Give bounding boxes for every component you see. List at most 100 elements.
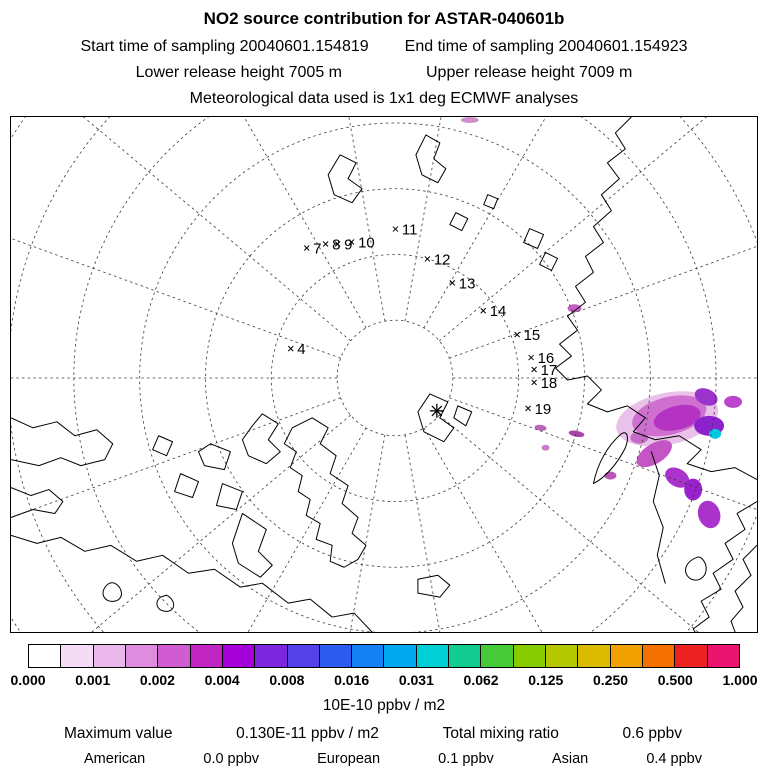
max-value-text: 0.130E-11 ppbv / m2 [236,725,379,742]
colorbar-cell [351,645,384,667]
track-tick [392,226,399,232]
meridian-line [449,245,757,359]
colorbar-tick-label: 0.031 [398,672,434,688]
track-hour-label: 14 [490,303,507,320]
coastline-path [592,432,628,485]
figure-title: NO2 source contribution for ASTAR-040601… [203,9,565,28]
plume-blob [604,471,617,480]
end-time-text: End time of sampling 20040601.154923 [404,38,688,55]
colorbar-cell [221,645,255,667]
meridian-line [439,414,699,632]
meridian-line [247,427,367,632]
meridian-line [11,237,341,359]
colorbar-tick-label: 0.002 [139,672,175,688]
meridian-line [423,117,547,329]
coastline-path [453,405,473,427]
track-hour-label: 16 [538,350,555,367]
plume-blobs [460,117,743,529]
meridian-line [423,427,543,632]
release-marker-ray [431,405,443,417]
plume-blob [697,500,721,529]
met-data-line: Meteorological data used is 1x1 deg ECMW… [0,90,768,108]
lower-release-text: Lower release height 7005 m [135,64,342,81]
meridian-line [404,117,442,322]
polar-map: 478910111213141516171819 [11,117,757,632]
plume-blob [684,478,703,501]
colorbar-tick-labels: 0.000 0.001 0.002 0.004 0.008 0.016 0.031 0.062… [10,672,757,689]
colorbar-tick-label: 1.000 [722,672,758,688]
track-tick [287,345,294,352]
plume-blob [567,304,582,313]
colorbar-cell [124,645,158,667]
latitude-circle [11,117,757,632]
colorbar-cell [577,645,610,667]
map-panel: 478910111213141516171819 [10,116,758,633]
meridian-line [449,397,757,511]
latitude-circle [11,117,757,632]
colorbar-cell [609,645,642,667]
release-heights-line: Lower release height 7005 m Upper releas… [0,64,768,82]
met-data-text: Meteorological data used is 1x1 deg ECMW… [189,90,579,107]
flight-track-labels: 478910111213141516171819 [287,222,557,418]
meridian-line [404,434,441,632]
colorbar-cell [415,645,449,667]
colorbar-cell [60,645,93,667]
track-tick [531,379,537,386]
region-value-american: 0.0 ppbv [203,751,260,767]
graticule [11,117,757,632]
track-tick [322,241,329,247]
colorbar-cell [545,645,578,667]
coastline-path [197,443,231,471]
coastline-path [523,228,545,249]
coastline-path [215,483,243,510]
track-tick [449,280,456,286]
meridian-line [91,414,351,632]
coastline-path [102,582,122,602]
track-tick [303,245,310,251]
track-hour-label: 10 [358,235,375,252]
colorbar-cell [641,645,675,667]
meridian-line [243,117,367,329]
latitude-circle [73,117,717,632]
region-name-american: American [84,751,146,767]
track-hour-label: 19 [535,401,552,418]
stats-line: Maximum value 0.130E-11 ppbv / m2 Total … [64,725,682,743]
colorbar-cell [29,645,61,667]
track-tick [480,307,487,314]
track-hour-label: 9 [344,236,352,253]
colorbar-cell [480,645,513,667]
colorbar-tick-label: 0.004 [204,672,240,688]
plume-blob [724,395,743,408]
colorbar-tick-label: 0.008 [269,672,305,688]
coastline-path [417,393,455,443]
plume-blob [460,117,479,123]
colorbar-tick-label: 0.500 [657,672,693,688]
meridian-line [11,397,341,518]
coastline-path [11,417,114,467]
plume-blob [534,424,547,431]
colorbar-tick-label: 0.250 [593,672,629,688]
colorbar-cell [512,645,545,667]
coastline-path [11,534,373,632]
colorbar-tick-label: 0.001 [75,672,111,688]
upper-release-text: Upper release height 7009 m [426,64,633,81]
latitude-circle [11,117,757,632]
track-tick [334,241,341,247]
latitude-circle [336,319,454,437]
coastline-path [692,501,757,632]
colorbar-tick-label: 0.000 [10,672,46,688]
coastline-path [685,556,707,581]
meridian-line [348,117,386,322]
colorbar-cell [254,645,287,667]
regions-line: American 0.0 ppbv European 0.1 ppbv Asia… [84,751,702,767]
coastline-path [730,544,757,632]
total-mixing-ratio-label: Total mixing ratio [442,725,559,742]
region-name-european: European [317,751,381,767]
max-value-label: Maximum value [64,725,173,742]
colorbar-units-label: 10E-10 ppbv / m2 [322,697,446,714]
release-marker-icon [429,403,444,418]
colorbar-cell [157,645,190,667]
colorbar-cell [92,645,125,667]
sampling-times-line: Start time of sampling 20040601.154819 E… [0,38,768,56]
